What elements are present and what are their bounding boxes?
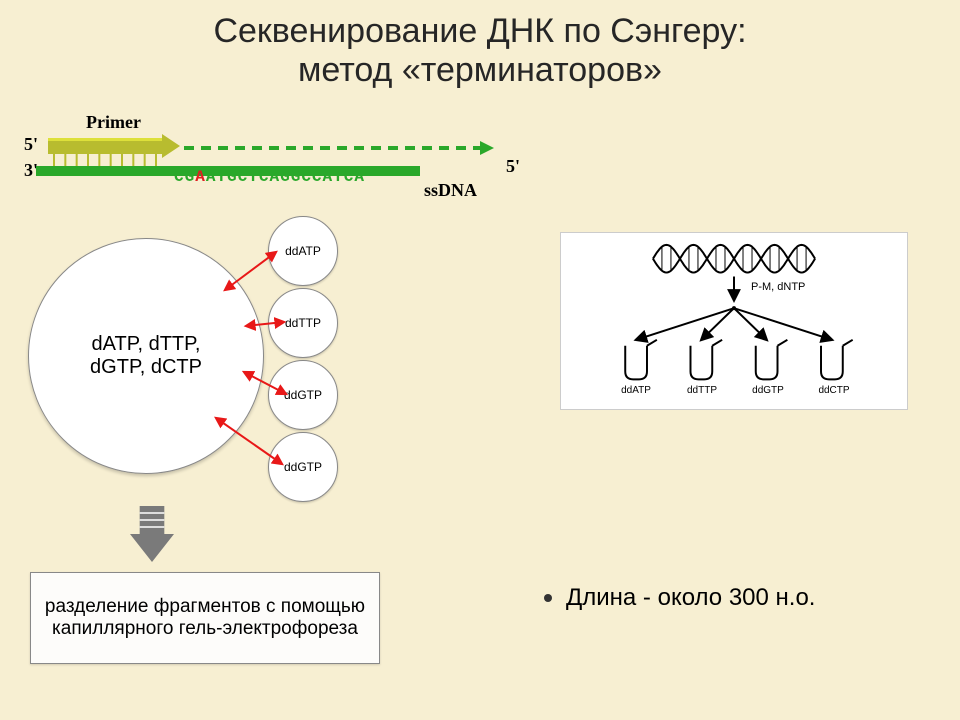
tube-label-2: ddGTP: [746, 385, 790, 396]
down-arrow-icon: [130, 506, 174, 562]
scheme-mid-label: P-M, dNTP: [751, 281, 805, 293]
tube-label-0: ddATP: [614, 385, 658, 396]
tube-label-3: ddCTP: [812, 385, 856, 396]
tube-label-1: ddTTP: [680, 385, 724, 396]
scheme-panel: P-M, dNTP ddATP ddTTP ddGTP ddCTP: [560, 232, 908, 410]
length-bullet: Длина - около 300 н.о.: [544, 584, 815, 612]
length-text: Длина - около 300 н.о.: [566, 584, 815, 612]
separation-box: разделение фрагментов с помощью капилляр…: [30, 572, 380, 664]
separation-text: разделение фрагментов с помощью капилляр…: [39, 596, 371, 640]
scheme-svg: [561, 233, 907, 409]
bullet-dot-icon: [544, 594, 552, 602]
